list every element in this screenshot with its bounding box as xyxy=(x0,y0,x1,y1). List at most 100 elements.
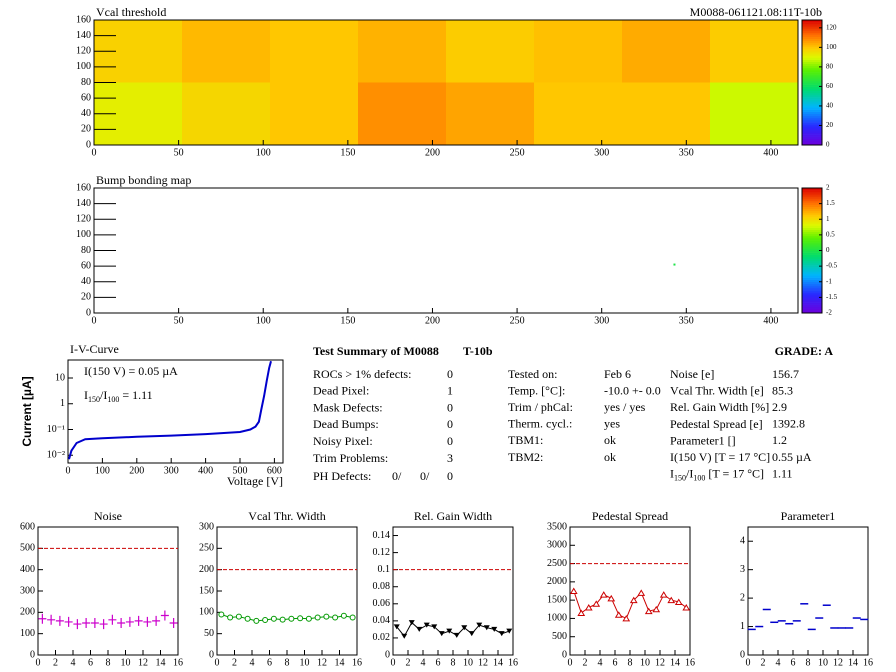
y-tick-label: 140 xyxy=(76,30,91,41)
y-tick-label: 0 xyxy=(562,649,567,660)
y-tick-label: 0.14 xyxy=(373,530,391,541)
colorbar-segment xyxy=(802,140,822,144)
colorbar-segment xyxy=(802,221,822,224)
x-tick-label: 12 xyxy=(655,657,665,668)
colorbar-segment xyxy=(802,196,822,199)
colorbar-segment xyxy=(802,47,822,50)
summary-title: Test Summary of M0088 xyxy=(313,344,439,358)
x-tick-label: 6 xyxy=(436,657,441,668)
colorbar-label: 1.5 xyxy=(826,199,835,207)
colorbar-segment xyxy=(802,227,822,230)
colorbar-label: 20 xyxy=(826,121,834,129)
y-tick-label: 60 xyxy=(81,92,91,103)
colorbar-segment xyxy=(802,217,822,220)
colorbar-segment xyxy=(802,275,822,278)
heatmap-cell xyxy=(622,20,711,83)
marker xyxy=(125,616,134,627)
y-tick-label: 20 xyxy=(81,292,91,303)
colorbar-segment xyxy=(802,122,822,125)
x-tick-label: 0 xyxy=(215,657,220,668)
row-label: TBM2: xyxy=(508,450,543,464)
y-tick-label: 600 xyxy=(20,521,35,532)
marker xyxy=(622,614,631,622)
colorbar-segment xyxy=(802,32,822,35)
y-tick-label: 1500 xyxy=(547,594,567,605)
colorbar-segment xyxy=(802,26,822,29)
x-tick-label: 150 xyxy=(340,147,355,158)
x-tick-label: 6 xyxy=(88,657,93,668)
colorbar-segment xyxy=(802,92,822,96)
colorbar-segment xyxy=(802,283,822,287)
marker xyxy=(584,603,593,611)
row-label: Mask Defects: xyxy=(313,400,383,414)
x-tick-label: 400 xyxy=(763,315,778,326)
colorbar-segment xyxy=(802,238,822,241)
marker xyxy=(506,628,513,634)
chart-title: Bump bonding map xyxy=(96,173,191,187)
x-tick-label: 10 xyxy=(818,657,828,668)
marker xyxy=(279,616,286,623)
marker xyxy=(446,628,453,634)
marker xyxy=(55,615,64,626)
annotation: I150/I100 = 1.11 xyxy=(84,388,153,405)
marker xyxy=(393,624,400,630)
row-value: 0 xyxy=(447,417,453,431)
colorbar-segment xyxy=(802,28,822,31)
module-type: T-10b xyxy=(463,344,493,358)
colorbar-segment xyxy=(802,192,822,195)
x-tick-label: 400 xyxy=(198,465,213,476)
row-label-part: Pedestal Spread [e] xyxy=(670,417,763,431)
colorbar-segment xyxy=(802,294,822,297)
heatmap-cell xyxy=(534,82,623,146)
y-tick-label: 300 xyxy=(20,585,35,596)
row-value: 1 xyxy=(447,384,453,398)
marker xyxy=(90,618,99,628)
y-tick-label: 500 xyxy=(552,631,567,642)
marker xyxy=(82,618,91,628)
marker xyxy=(453,632,460,638)
heatmap-cell xyxy=(446,82,535,146)
colorbar-segment xyxy=(802,103,822,106)
row-value: 1392.8 xyxy=(772,417,805,431)
y-tick-label: 10⁻² xyxy=(47,450,65,461)
colorbar-segment xyxy=(802,231,822,235)
x-tick-label: 300 xyxy=(164,465,179,476)
grade: GRADE: A xyxy=(775,344,834,358)
marker xyxy=(652,605,661,613)
x-tick-label: 50 xyxy=(174,147,184,158)
row-label: Vcal Thr. Width [e] xyxy=(670,383,764,397)
row-label: TBM1: xyxy=(508,433,543,447)
y-tick-label: 0 xyxy=(86,307,91,318)
colorbar-segment xyxy=(802,132,822,135)
colorbar-segment xyxy=(802,78,822,81)
plot-frame xyxy=(67,359,284,464)
x-tick-label: 0 xyxy=(66,465,71,476)
marker xyxy=(408,620,415,626)
y-tick-label: 0.02 xyxy=(373,632,391,643)
colorbar-label: 120 xyxy=(826,23,837,31)
y-tick-label: 1 xyxy=(740,621,745,632)
marker xyxy=(461,625,468,631)
colorbar-segment xyxy=(802,34,822,37)
x-tick-label: 6 xyxy=(613,657,618,668)
y-tick-label: 3000 xyxy=(547,540,567,551)
colorbar-label: 1 xyxy=(826,215,830,223)
row-label: Therm. cycl.: xyxy=(508,417,572,431)
heatmap-cell xyxy=(270,82,359,146)
heatmap-cell xyxy=(534,20,623,83)
colorbar-segment xyxy=(802,219,822,222)
x-tick-label: 0 xyxy=(92,315,97,326)
colorbar-segment xyxy=(802,204,822,208)
y-tick-label: 80 xyxy=(81,77,91,88)
colorbar-segment xyxy=(802,113,822,117)
colorbar-segment xyxy=(802,53,822,56)
x-tick-label: 2 xyxy=(232,657,237,668)
y-tick-label: 60 xyxy=(81,260,91,271)
colorbar-segment xyxy=(802,99,822,102)
heatmap-cell xyxy=(358,82,447,146)
colorbar-segment xyxy=(802,59,822,62)
marker xyxy=(64,616,73,627)
x-tick-label: 400 xyxy=(763,147,778,158)
y-tick-label: 200 xyxy=(20,607,35,618)
x-tick-label: 0 xyxy=(746,657,751,668)
